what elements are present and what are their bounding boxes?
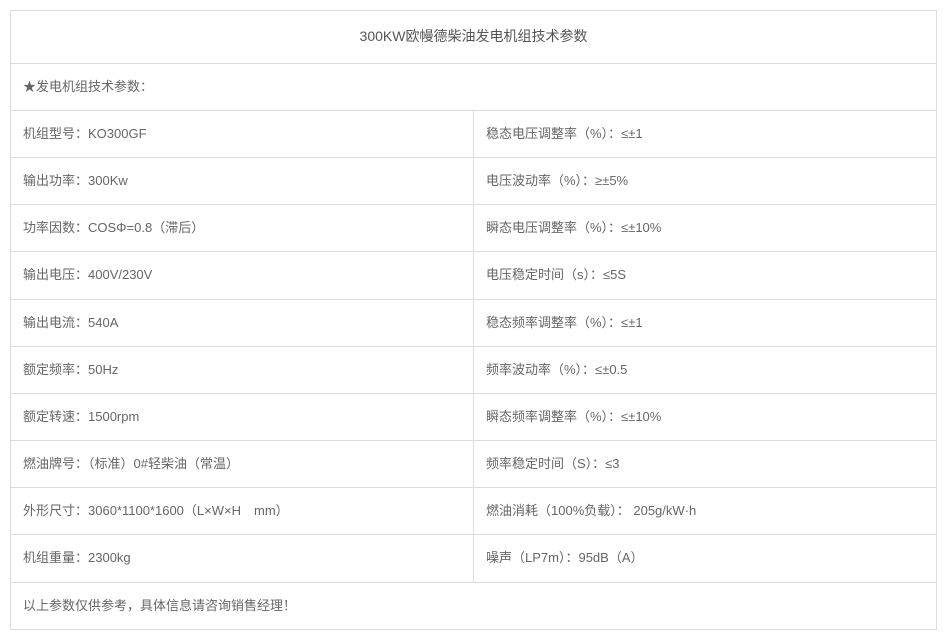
cell-right: 电压稳定时间（s）：≤5S bbox=[474, 252, 937, 299]
cell-left: 输出功率：300Kw bbox=[11, 157, 474, 204]
footer-note: 以上参数仅供参考，具体信息请咨询销售经理！ bbox=[11, 582, 937, 629]
cell-left: 额定转速：1500rpm bbox=[11, 393, 474, 440]
cell-left: 输出电压：400V/230V bbox=[11, 252, 474, 299]
section-header-row: ★发电机组技术参数： bbox=[11, 63, 937, 110]
cell-right: 电压波动率（%）：≥±5% bbox=[474, 157, 937, 204]
cell-right: 瞬态频率调整率（%）：≤±10% bbox=[474, 393, 937, 440]
cell-right: 频率波动率（%）：≤±0.5 bbox=[474, 346, 937, 393]
table-row: 输出电流：540A 稳态频率调整率（%）：≤±1 bbox=[11, 299, 937, 346]
table-row: 燃油牌号：（标准）0#轻柴油（常温） 频率稳定时间（S）：≤3 bbox=[11, 441, 937, 488]
cell-left: 机组型号：KO300GF bbox=[11, 110, 474, 157]
title-row: 300KW欧幔德柴油发电机组技术参数 bbox=[11, 11, 937, 64]
table-row: 外形尺寸：3060*1100*1600（L×W×H mm） 燃油消耗（100%负… bbox=[11, 488, 937, 535]
cell-right: 燃油消耗（100%负载）： 205g/kW·h bbox=[474, 488, 937, 535]
footer-row: 以上参数仅供参考，具体信息请咨询销售经理！ bbox=[11, 582, 937, 629]
table-title: 300KW欧幔德柴油发电机组技术参数 bbox=[11, 11, 937, 64]
cell-left: 功率因数：COSΦ=0.8（滞后） bbox=[11, 205, 474, 252]
table-row: 额定频率：50Hz 频率波动率（%）：≤±0.5 bbox=[11, 346, 937, 393]
table-row: 输出电压：400V/230V 电压稳定时间（s）：≤5S bbox=[11, 252, 937, 299]
cell-left: 机组重量：2300kg bbox=[11, 535, 474, 582]
cell-right: 瞬态电压调整率（%）：≤±10% bbox=[474, 205, 937, 252]
table-row: 功率因数：COSΦ=0.8（滞后） 瞬态电压调整率（%）：≤±10% bbox=[11, 205, 937, 252]
table-row: 输出功率：300Kw 电压波动率（%）：≥±5% bbox=[11, 157, 937, 204]
cell-left: 外形尺寸：3060*1100*1600（L×W×H mm） bbox=[11, 488, 474, 535]
cell-right: 频率稳定时间（S）：≤3 bbox=[474, 441, 937, 488]
cell-right: 稳态电压调整率（%）：≤±1 bbox=[474, 110, 937, 157]
cell-left: 输出电流：540A bbox=[11, 299, 474, 346]
spec-table: 300KW欧幔德柴油发电机组技术参数 ★发电机组技术参数： 机组型号：KO300… bbox=[10, 10, 937, 630]
cell-right: 稳态频率调整率（%）：≤±1 bbox=[474, 299, 937, 346]
section-header: ★发电机组技术参数： bbox=[11, 63, 937, 110]
table-row: 额定转速：1500rpm 瞬态频率调整率（%）：≤±10% bbox=[11, 393, 937, 440]
cell-left: 额定频率：50Hz bbox=[11, 346, 474, 393]
cell-right: 噪声（LP7m）：95dB（A） bbox=[474, 535, 937, 582]
table-row: 机组重量：2300kg 噪声（LP7m）：95dB（A） bbox=[11, 535, 937, 582]
cell-left: 燃油牌号：（标准）0#轻柴油（常温） bbox=[11, 441, 474, 488]
table-row: 机组型号：KO300GF 稳态电压调整率（%）：≤±1 bbox=[11, 110, 937, 157]
